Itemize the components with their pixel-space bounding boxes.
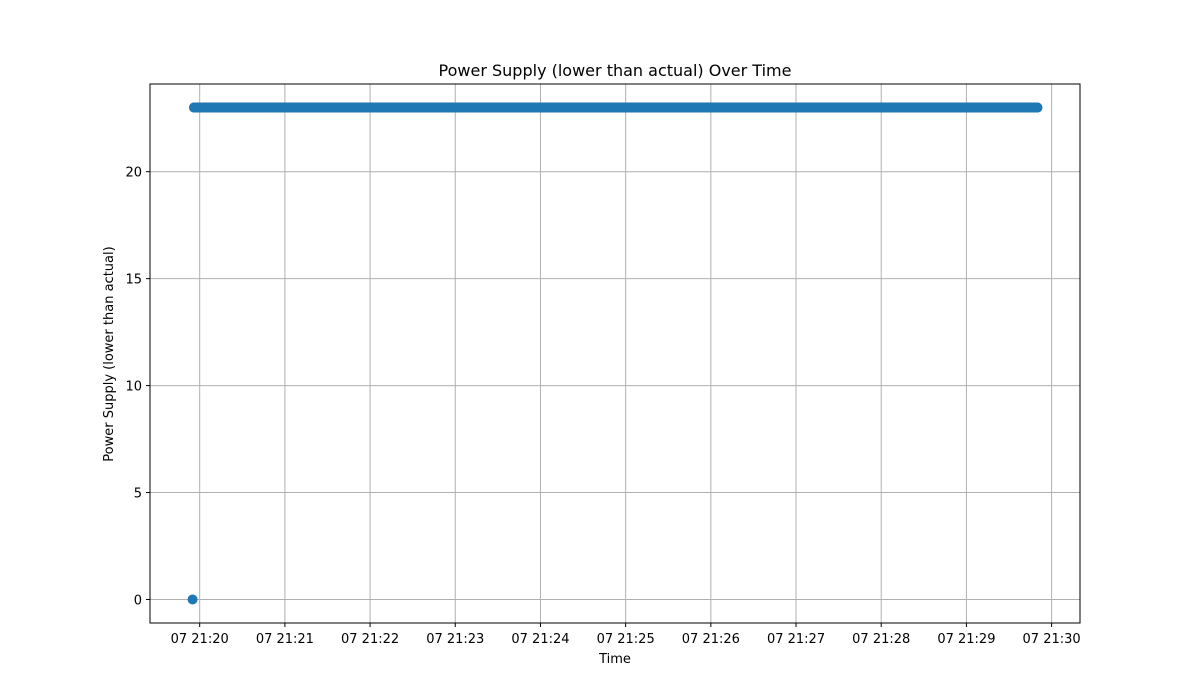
plot-frame <box>149 83 1081 624</box>
y-tick-label: 15 <box>125 273 142 288</box>
tick-layer: 07 21:20 07 21:21 07 21:22 07 21:23 07 21:24… <box>125 166 1080 647</box>
x-axis-title: Time <box>598 652 631 667</box>
x-tick-label: 07 21:30 <box>1023 632 1081 647</box>
x-tick-label: 07 21:28 <box>852 632 910 647</box>
grid-layer <box>150 84 1080 623</box>
data-layer <box>187 102 1043 605</box>
x-tick-label: 07 21:26 <box>682 632 740 647</box>
scatter-point <box>189 102 200 113</box>
x-tick-label: 07 21:29 <box>937 632 995 647</box>
scatter-point <box>1032 102 1043 113</box>
chart-title: Power Supply (lower than actual) Over Ti… <box>439 61 792 80</box>
y-tick-label: 5 <box>134 487 142 502</box>
scatter-point <box>187 594 198 605</box>
y-tick-label: 20 <box>125 166 142 181</box>
y-tick-label: 0 <box>134 593 142 608</box>
x-tick-label: 07 21:27 <box>767 632 825 647</box>
x-tick-label: 07 21:22 <box>341 632 399 647</box>
x-tick-label: 07 21:24 <box>511 632 569 647</box>
x-tick-label: 07 21:23 <box>426 632 484 647</box>
y-axis-title: Power Supply (lower than actual) <box>102 246 117 461</box>
x-tick-label: 07 21:25 <box>597 632 655 647</box>
x-tick-label: 07 21:20 <box>171 632 229 647</box>
y-tick-label: 10 <box>125 380 142 395</box>
x-tick-label: 07 21:21 <box>256 632 314 647</box>
